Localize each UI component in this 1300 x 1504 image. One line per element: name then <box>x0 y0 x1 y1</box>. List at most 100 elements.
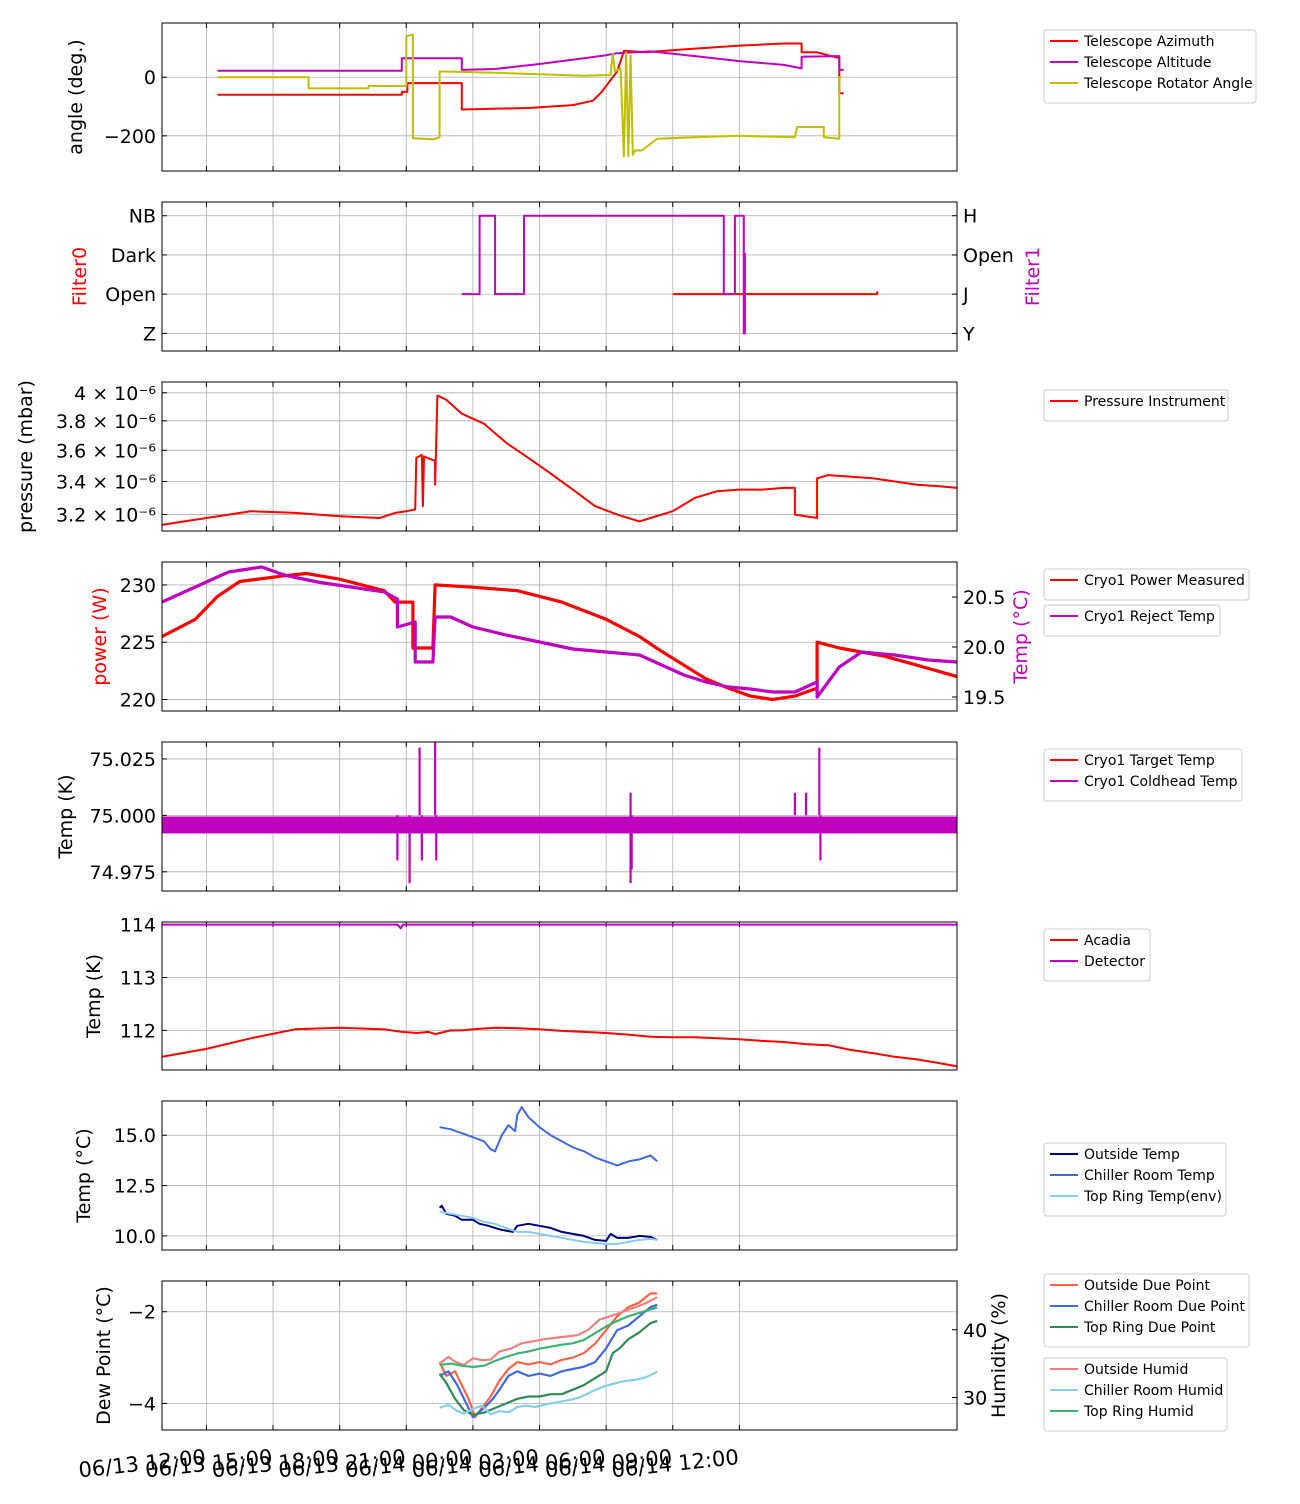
coldhead-band <box>162 816 957 834</box>
y-tick-label: 3.4 × 10⁻⁶ <box>56 471 156 493</box>
legend-entry: Top Ring Due Point <box>1083 1320 1216 1336</box>
legend-entry: Telescope Altitude <box>1083 55 1212 71</box>
panel-filter: NB Dark Open Z H Open JY Filter0 Filter1 <box>69 201 1044 352</box>
plot-frame <box>161 561 958 712</box>
legend-box <box>1043 604 1221 637</box>
series-line <box>217 42 844 111</box>
plot-frame <box>161 741 958 892</box>
panel-dew: −2 −4 40 30 Dew Point (°C) Humidity (%) Outsid… <box>93 1273 1250 1432</box>
y-axis-label: angle (deg.) <box>65 39 87 154</box>
series-line <box>217 33 842 158</box>
y-tick-label: 230 <box>120 575 156 597</box>
y-tick-label: Y <box>962 323 975 345</box>
legend-entry: Cryo1 Target Temp <box>1084 753 1215 769</box>
plot-frame <box>161 201 958 352</box>
series-line <box>439 1106 658 1167</box>
y-axis-label: Temp (°C) <box>73 1128 95 1223</box>
y-tick-label: 3.8 × 10⁻⁶ <box>56 411 156 433</box>
legend-entry: Acadia <box>1084 933 1131 949</box>
legend-box <box>1043 1142 1227 1217</box>
legend-entry: Pressure Instrument <box>1084 394 1226 410</box>
series-line <box>438 1292 658 1419</box>
series-line <box>162 1026 957 1068</box>
y-tick-label: Open <box>963 245 1014 267</box>
y-axis-label: Filter0 <box>69 247 91 306</box>
legend-entry: Outside Temp <box>1084 1147 1180 1163</box>
y-tick-label: 225 <box>120 632 156 654</box>
legend-box <box>1043 29 1257 104</box>
legend-box <box>1043 1357 1228 1432</box>
series-line <box>162 394 957 526</box>
plot-frame <box>161 1100 958 1251</box>
y-tick-label: 75.000 <box>90 805 156 827</box>
y-tick-label: 220 <box>120 690 156 712</box>
y-tick-label: 10.0 <box>114 1226 156 1248</box>
y-tick-label: 75.025 <box>90 749 156 771</box>
series-line <box>162 923 957 930</box>
y-tick-label: 19.5 <box>963 687 1005 709</box>
y-tick-label: −4 <box>128 1393 156 1415</box>
y-axis-label-right: Filter1 <box>1022 247 1044 306</box>
y-tick-label: 74.975 <box>90 862 156 884</box>
y-tick-label: −2 <box>128 1302 156 1324</box>
panel-cryo-power: 230 225 220 20.5 20.0 19.5 power (W) Temp (°C) C… <box>89 561 1250 712</box>
legend-entry: Detector <box>1084 954 1145 970</box>
legend-entry: Outside Due Point <box>1084 1278 1211 1294</box>
series-line <box>162 571 957 702</box>
legend-box <box>1043 1273 1250 1348</box>
series-line <box>217 50 844 72</box>
panel-env-temp: 15.0 12.5 10.0 Temp (°C) Outside Temp Chiller… <box>73 1100 1227 1251</box>
y-tick-label: 15.0 <box>114 1125 156 1147</box>
y-tick-label: Open <box>105 284 156 306</box>
legend-entry: Telescope Azimuth <box>1083 34 1214 50</box>
y-tick-label: 0 <box>144 67 156 89</box>
legend-box <box>1043 568 1250 601</box>
y-tick-label: 20.0 <box>963 637 1005 659</box>
plot-frame <box>161 381 958 532</box>
series-line <box>438 1296 658 1367</box>
panel-cryo-temp: 75.025 75.000 74.975 Temp (K) Cryo1 Target T… <box>55 741 1243 892</box>
legend-entry: Chiller Room Temp <box>1084 1168 1215 1184</box>
panel-angle: 0 −200 angle (deg.) Telescope Azimuth Telesc… <box>65 22 1257 172</box>
y-tick-label: 3.6 × 10⁻⁶ <box>56 440 156 462</box>
legend-box <box>1043 389 1229 422</box>
series-line <box>439 1303 658 1419</box>
y-tick-label: J <box>962 284 969 306</box>
y-tick-label: 30 <box>963 1387 987 1409</box>
legend-entry: Cryo1 Power Measured <box>1084 573 1245 589</box>
panel-acadia: 114 113 112 Temp (K) Acadia Detector <box>83 915 1151 1071</box>
plot-frame <box>161 921 958 1071</box>
legend-box <box>1043 928 1151 982</box>
y-tick-label: 3.2 × 10⁻⁶ <box>56 505 156 527</box>
y-axis-label-right: Humidity (%) <box>988 1293 1010 1418</box>
legend-entry: Outside Humid <box>1084 1362 1188 1378</box>
y-axis-label: Temp (K) <box>55 775 77 860</box>
y-tick-label: 112 <box>120 1020 156 1042</box>
legend-entry: Chiller Room Due Point <box>1084 1299 1245 1315</box>
series-line <box>162 565 957 699</box>
filter-series-1 <box>461 214 746 335</box>
legend-box <box>1043 748 1243 802</box>
series-line <box>438 1204 658 1242</box>
y-tick-label: 4 × 10⁻⁶ <box>74 383 156 405</box>
legend-entry: Telescope Rotator Angle <box>1083 76 1253 92</box>
y-tick-label: 40 <box>963 1320 987 1342</box>
series-line <box>439 1370 658 1416</box>
legend-entry: Cryo1 Coldhead Temp <box>1084 774 1238 790</box>
plot-frame <box>161 22 958 172</box>
panel-pressure: 4 × 10⁻⁶ 3.8 × 10⁻⁶ 3.6 × 10⁻⁶ 3.4 × 10⁻⁶ 3.… <box>15 380 1229 533</box>
legend-entry: Top Ring Humid <box>1083 1404 1194 1420</box>
legend-entry: Cryo1 Reject Temp <box>1084 609 1215 625</box>
series-line <box>439 1210 658 1245</box>
y-tick-label: 113 <box>120 968 156 990</box>
y-tick-label: Dark <box>111 245 156 267</box>
y-tick-label: 12.5 <box>114 1176 156 1198</box>
legend-entry: Chiller Room Humid <box>1084 1383 1223 1399</box>
y-axis-label: Temp (K) <box>83 954 105 1039</box>
legend-entry: Top Ring Temp(env) <box>1083 1189 1222 1205</box>
y-tick-label: 114 <box>120 915 156 937</box>
y-tick-label: NB <box>129 206 156 228</box>
y-axis-label-right: Temp (°C) <box>1010 589 1032 684</box>
y-axis-label: power (W) <box>89 587 111 685</box>
